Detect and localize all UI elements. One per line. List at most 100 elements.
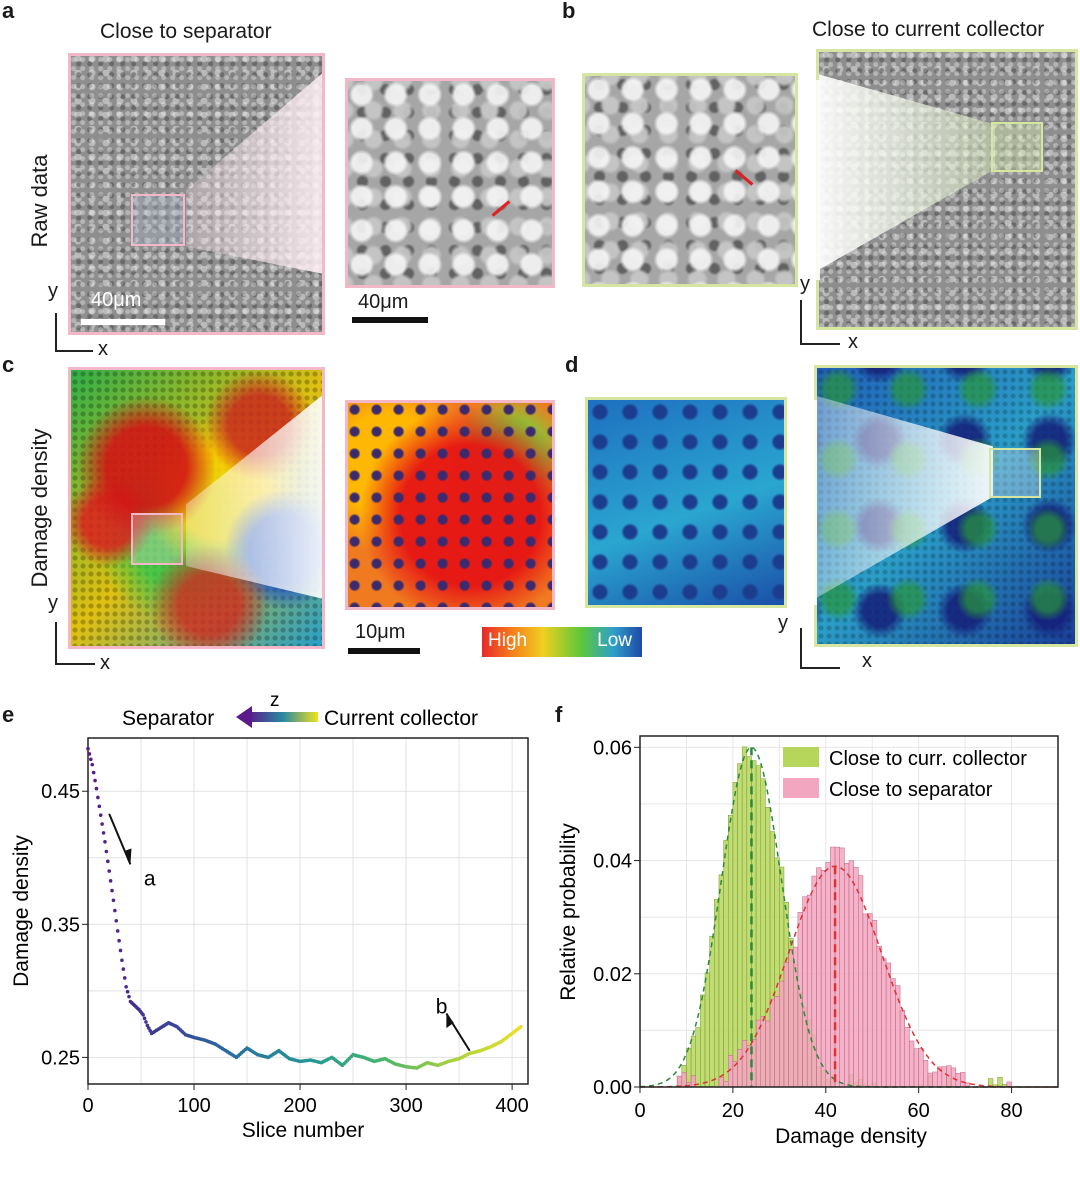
histogram-bar (932, 1071, 938, 1088)
data-point (118, 948, 123, 953)
x-tick-label: 20 (722, 1100, 744, 1122)
chart-e-ylabel: Damage density (10, 835, 33, 987)
raw-data-separator-zoom (345, 78, 555, 288)
histogram-bar (839, 847, 845, 1088)
chart-e-grid (88, 738, 528, 1084)
red-arrow-icon (734, 169, 754, 186)
legend-label: Close to separator (829, 779, 993, 801)
histogram-bar (779, 980, 785, 1088)
data-point (87, 752, 92, 756)
zoom-projection (186, 392, 322, 600)
y-tick-label: 0.35 (41, 914, 80, 936)
data-point (127, 994, 131, 999)
histogram-bar (769, 998, 775, 1088)
data-point (107, 869, 112, 873)
histogram-bar (853, 866, 859, 1088)
histogram-bar (760, 1015, 766, 1088)
data-point (113, 908, 117, 913)
histogram-bar (816, 867, 822, 1088)
panel-a-title: Close to separator (100, 20, 272, 43)
data-point (98, 813, 103, 817)
x-tick-label: 0 (634, 1100, 645, 1122)
data-point (146, 1026, 151, 1030)
histogram-bar (862, 913, 868, 1088)
histogram-bar (695, 1027, 701, 1088)
histogram-bar (904, 1027, 910, 1088)
histogram-bar (848, 860, 854, 1088)
legend-label: Close to curr. collector (829, 748, 1027, 770)
colorbar-low-label: Low (597, 630, 632, 651)
legend-swatch (783, 778, 819, 798)
data-point (94, 786, 99, 791)
x-axis-glyph (55, 663, 95, 665)
chart-f-fits (639, 746, 1058, 1088)
data-point (144, 1020, 148, 1024)
chart-e-points (86, 746, 523, 1070)
x-tick-label: 40 (815, 1100, 837, 1122)
histogram-bar (867, 913, 873, 1088)
data-point (114, 918, 119, 923)
chart-e-frame (87, 737, 529, 1085)
histogram-bar (960, 1072, 966, 1088)
histogram-bar (723, 1081, 729, 1088)
y-tick-label: 0.02 (593, 964, 632, 986)
row-label-raw-data: Raw data (27, 154, 52, 248)
histogram-bar (774, 996, 780, 1088)
x-tick-label: 300 (389, 1095, 422, 1117)
histogram-bar (941, 1066, 947, 1088)
data-point (141, 1013, 145, 1017)
chart-f-yticks: 0.00 0.02 0.04 0.06 (593, 737, 640, 1099)
data-point (101, 831, 106, 835)
scalebar-label: 10μm (355, 621, 406, 643)
x-tick-label: 100 (177, 1095, 210, 1117)
scalebar (352, 317, 428, 323)
axis-x-label: x (98, 338, 108, 360)
data-point (117, 938, 121, 943)
zoom-projection (817, 396, 993, 598)
colorbar: High Low (482, 627, 642, 657)
histogram-bar (885, 962, 892, 1088)
x-tick-label: 200 (283, 1095, 316, 1117)
histogram-bar (871, 920, 878, 1088)
raw-data-separator-image: 40μm (68, 53, 325, 335)
y-tick-label: 0.45 (41, 781, 80, 803)
data-point (108, 879, 113, 883)
histogram-bar (802, 896, 808, 1088)
panel-letter-d: d (565, 352, 579, 377)
data-point (89, 757, 93, 762)
data-point (110, 888, 114, 893)
histogram-bar (997, 1076, 1003, 1088)
axis-y-label: y (800, 273, 810, 295)
raw-data-collector-image (816, 49, 1078, 330)
chart-f-xlabel: Damage density (775, 1125, 927, 1148)
histogram-bar (927, 1072, 933, 1088)
chart-e: Separator z Current collector 0 100 200 300… (10, 690, 529, 1142)
histogram-bar (783, 962, 789, 1088)
arrow-icon (446, 1013, 454, 1029)
histogram-bar (890, 978, 896, 1088)
chart-e-xlabel: Slice number (242, 1119, 365, 1142)
row-label-damage-density: Damage density (27, 428, 52, 588)
histogram-bar (727, 814, 734, 1088)
y-axis-glyph (800, 300, 802, 344)
scalebar (81, 319, 165, 325)
zoom-region-box (991, 122, 1043, 172)
histogram-bar (820, 869, 827, 1088)
y-tick-label: 0.04 (593, 851, 632, 873)
histogram-bar (881, 958, 887, 1088)
data-point (145, 1023, 150, 1028)
legend-swatch (783, 747, 819, 767)
chart-f-frame (639, 735, 1059, 1088)
data-point (121, 967, 126, 971)
panel-b-title: Close to current collector (812, 18, 1045, 41)
y-axis-glyph (55, 622, 57, 664)
zoom-region-box (131, 513, 183, 565)
data-point (103, 840, 107, 844)
raw-data-collector-zoom (582, 73, 798, 287)
axis-x-label: x (848, 331, 858, 353)
histogram-bar (737, 763, 743, 1088)
annotation-label: b (436, 995, 448, 1018)
z-arrow-icon (236, 706, 252, 728)
red-arrow-icon (491, 200, 511, 217)
zoom-projection (787, 400, 817, 605)
